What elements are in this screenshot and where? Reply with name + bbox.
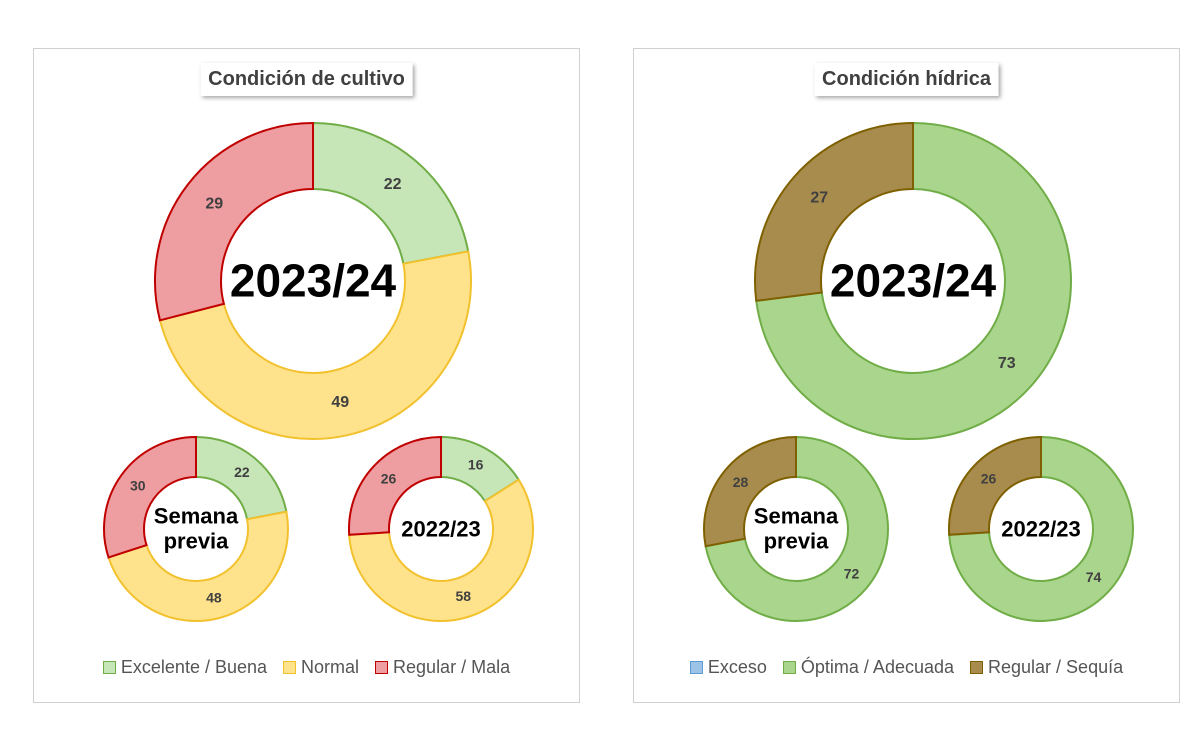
legend-label: Exceso [707,657,767,677]
chart-panel: 22 49 29 22 48 30 16 58 26 Condición de cultivo 20… [33,48,580,703]
data-label: 30 [130,477,146,493]
legend-swatch [782,661,796,674]
data-label: 27 [810,190,828,207]
legend-swatch [689,661,703,674]
data-label: 22 [384,176,402,193]
donut-slice [158,250,472,440]
donut-slice [704,435,889,622]
donut-slice [348,435,442,536]
data-label: 49 [331,394,349,411]
legend: Exceso Óptima / Adecuada Regular / Sequía [634,657,1179,678]
donut-slice [154,121,314,322]
legend-label: Regular / Sequía [988,657,1124,677]
donut-slice [948,435,1042,536]
chart-panel: 73 27 72 28 74 26 Condición hídrica 2023/24 Sema… [633,48,1180,703]
donut-slice [948,435,1134,622]
center-label: 2023/24 [829,254,997,307]
legend-item: Exceso [689,657,767,678]
center-label: 2023/24 [229,254,397,307]
legend-swatch [970,661,984,674]
legend-swatch [375,661,389,674]
donut-slice [107,510,289,622]
legend-item: Regular / Sequía [970,657,1123,678]
legend-label: Excelente / Buena [120,657,268,677]
chart-title: Condición hídrica [814,63,999,96]
legend-item: Normal [283,657,359,678]
data-label: 28 [733,474,749,490]
donut-slice [703,435,797,548]
data-label: 22 [234,464,250,480]
legend-label: Regular / Mala [393,657,511,677]
legend-swatch [102,661,116,674]
donut-slice [103,435,197,559]
data-label: 72 [844,566,860,582]
data-label: 26 [381,470,397,486]
data-label: 16 [468,457,484,473]
donut-slice [312,121,470,265]
donut-area: 73 27 72 28 74 26 [703,121,1134,622]
center-label: Semana previa [753,503,839,554]
legend-label: Normal [301,657,360,677]
legend-item: Óptima / Adecuada [782,657,955,678]
donut-slice [754,121,914,302]
donut-slice [755,121,1072,440]
data-label: 74 [1086,569,1102,585]
chart-title: Condición de cultivo [200,63,413,96]
data-label: 58 [455,588,471,604]
data-label: 26 [981,470,997,486]
legend-item: Excelente / Buena [102,657,268,678]
donut-slice [348,478,534,622]
center-label: Semana previa [153,503,239,554]
center-label: 2022/23 [1001,516,1081,542]
center-label: 2022/23 [401,516,481,542]
legend: Excelente / Buena Normal Regular / Mala [34,657,579,678]
data-label: 73 [998,355,1016,372]
donut-area: 22 49 29 22 48 30 16 58 26 [103,121,534,622]
legend-label: Óptima / Adecuada [800,657,955,677]
legend-item: Regular / Mala [375,657,510,678]
data-label: 48 [206,589,222,605]
data-label: 29 [205,196,223,213]
legend-swatch [283,661,297,674]
